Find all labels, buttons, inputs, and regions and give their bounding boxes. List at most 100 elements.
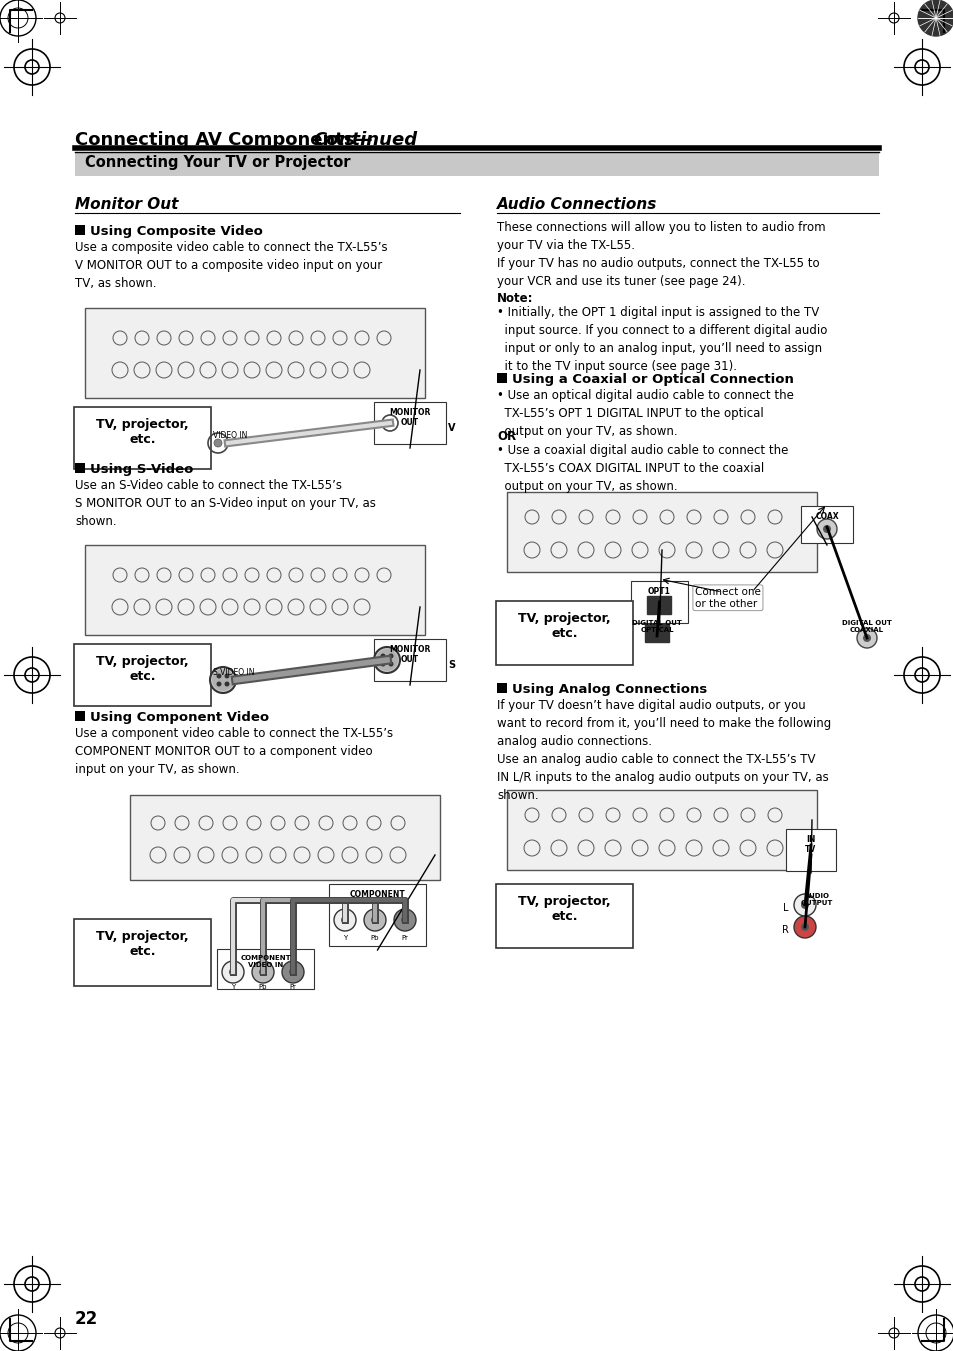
Circle shape [374, 647, 399, 673]
Text: COAX: COAX [814, 512, 838, 521]
Circle shape [801, 901, 808, 909]
Text: Continued: Continued [313, 131, 416, 149]
Text: Using a Coaxial or Optical Connection: Using a Coaxial or Optical Connection [512, 373, 793, 386]
Circle shape [334, 909, 355, 931]
Circle shape [224, 674, 230, 678]
Text: OR: OR [497, 430, 516, 443]
Circle shape [289, 969, 296, 975]
Text: COMPONENT: COMPONENT [349, 890, 405, 898]
Bar [646, 596, 670, 613]
Circle shape [229, 969, 236, 975]
Text: V: V [448, 423, 455, 434]
FancyBboxPatch shape [74, 644, 211, 707]
Circle shape [801, 923, 808, 931]
Text: DIGITAL OUT
OPTICAL: DIGITAL OUT OPTICAL [632, 620, 681, 634]
Text: L: L [782, 902, 788, 913]
Text: Using S-Video: Using S-Video [90, 463, 193, 476]
Circle shape [388, 654, 393, 658]
FancyBboxPatch shape [216, 948, 314, 989]
FancyBboxPatch shape [74, 919, 211, 986]
Text: Using Composite Video: Using Composite Video [90, 226, 263, 238]
FancyBboxPatch shape [85, 308, 424, 399]
Circle shape [210, 667, 235, 693]
Text: • Use an optical digital audio cable to connect the
  TX-L55’s OPT 1 DIGITAL INP: • Use an optical digital audio cable to … [497, 389, 793, 438]
Text: Pr: Pr [401, 935, 408, 942]
Text: Monitor Out: Monitor Out [75, 197, 178, 212]
Bar [497, 684, 506, 693]
Circle shape [340, 916, 349, 924]
Circle shape [216, 674, 221, 678]
Circle shape [793, 894, 815, 916]
FancyBboxPatch shape [785, 830, 835, 871]
FancyBboxPatch shape [496, 884, 633, 948]
Circle shape [380, 654, 385, 658]
Circle shape [0, 0, 36, 36]
Circle shape [388, 662, 393, 666]
Text: TV, projector,
etc.: TV, projector, etc. [96, 655, 189, 684]
Circle shape [793, 916, 815, 938]
Text: Y: Y [342, 935, 347, 942]
Text: DIGITAL OUT
COAXIAL: DIGITAL OUT COAXIAL [841, 620, 891, 634]
Circle shape [216, 681, 221, 686]
FancyBboxPatch shape [496, 601, 633, 665]
Bar [75, 226, 85, 235]
Circle shape [375, 648, 397, 671]
Circle shape [222, 961, 244, 984]
Text: These connections will allow you to listen to audio from
your TV via the TX-L55.: These connections will allow you to list… [497, 222, 824, 288]
Circle shape [917, 0, 953, 36]
Text: Connecting Your TV or Projector: Connecting Your TV or Projector [85, 155, 350, 170]
Text: S VIDEO IN: S VIDEO IN [213, 667, 254, 677]
Text: R: R [781, 925, 788, 935]
Circle shape [822, 526, 830, 534]
Circle shape [212, 669, 233, 690]
Circle shape [282, 961, 304, 984]
Text: VIDEO IN: VIDEO IN [213, 431, 247, 440]
Circle shape [917, 1315, 953, 1351]
Text: TV, projector,
etc.: TV, projector, etc. [517, 894, 610, 923]
Text: OPT1: OPT1 [647, 586, 670, 596]
Text: TV, projector,
etc.: TV, projector, etc. [96, 417, 189, 446]
Circle shape [380, 662, 385, 666]
Circle shape [258, 969, 267, 975]
Text: Y: Y [231, 984, 234, 990]
Bar [75, 711, 85, 721]
Text: COMPONENT
VIDEO IN: COMPONENT VIDEO IN [240, 955, 291, 969]
Circle shape [394, 909, 416, 931]
Text: IN
TV: IN TV [804, 835, 816, 854]
FancyBboxPatch shape [801, 507, 852, 543]
FancyBboxPatch shape [374, 403, 446, 444]
FancyBboxPatch shape [506, 790, 816, 870]
Text: Connect one
or the other: Connect one or the other [695, 586, 760, 608]
Bar [644, 624, 668, 642]
Text: Using Component Video: Using Component Video [90, 711, 269, 724]
Circle shape [856, 628, 876, 648]
Text: Note:: Note: [497, 292, 533, 305]
Circle shape [252, 961, 274, 984]
Text: Pr: Pr [290, 984, 296, 990]
FancyBboxPatch shape [630, 581, 687, 623]
FancyBboxPatch shape [74, 407, 211, 469]
Circle shape [364, 909, 386, 931]
FancyBboxPatch shape [85, 544, 424, 635]
Text: Use a component video cable to connect the TX-L55’s
COMPONENT MONITOR OUT to a c: Use a component video cable to connect t… [75, 727, 393, 775]
Circle shape [400, 916, 409, 924]
Circle shape [0, 1315, 36, 1351]
Circle shape [224, 681, 230, 686]
Text: MONITOR
OUT: MONITOR OUT [389, 644, 430, 665]
FancyBboxPatch shape [329, 884, 426, 946]
Text: Pb: Pb [258, 984, 267, 990]
Circle shape [816, 519, 836, 539]
Text: Audio Connections: Audio Connections [497, 197, 657, 212]
Text: Use an S-Video cable to connect the TX-L55’s
S MONITOR OUT to an S-Video input o: Use an S-Video cable to connect the TX-L… [75, 480, 375, 528]
Circle shape [387, 420, 393, 426]
Text: TV, projector,
etc.: TV, projector, etc. [96, 929, 189, 958]
FancyBboxPatch shape [130, 794, 439, 880]
Bar [75, 153, 878, 176]
Text: If your TV doesn’t have digital audio outputs, or you
want to record from it, yo: If your TV doesn’t have digital audio ou… [497, 698, 830, 802]
Text: TV, projector,
etc.: TV, projector, etc. [517, 612, 610, 640]
FancyBboxPatch shape [506, 492, 816, 571]
Bar [497, 373, 506, 382]
Text: Use a composite video cable to connect the TX-L55’s
V MONITOR OUT to a composite: Use a composite video cable to connect t… [75, 240, 387, 290]
Text: AUDIO
OUTPUT: AUDIO OUTPUT [800, 893, 832, 907]
FancyBboxPatch shape [374, 639, 446, 681]
